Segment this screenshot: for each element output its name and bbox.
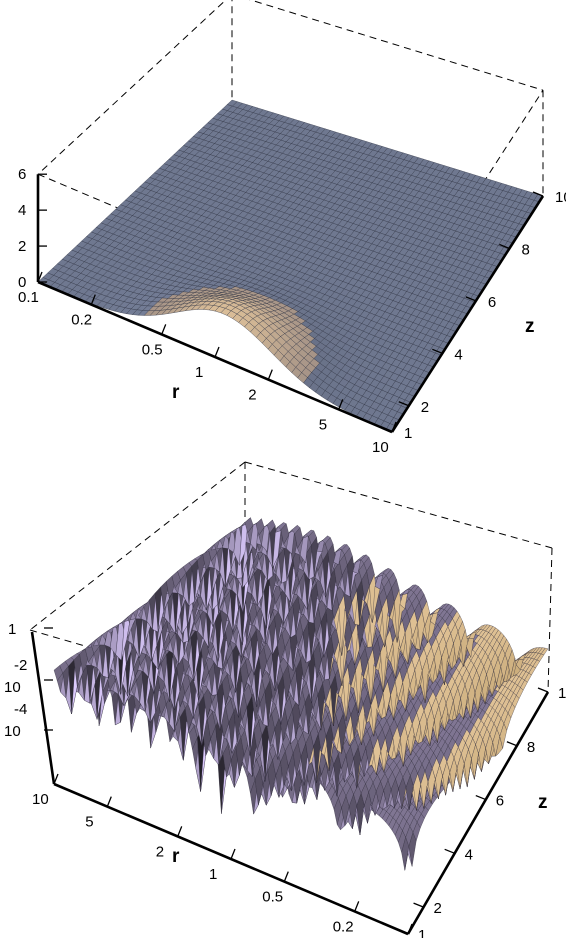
r-axis-title: r [172, 382, 180, 403]
r-tick [391, 421, 397, 433]
value-tick-label: 2 [18, 238, 26, 255]
value-tick-label: 4 [18, 202, 26, 219]
r-tick-label: 0.5 [142, 341, 163, 358]
surface-plot-top: 0.10.20.51251012468100246rz [0, 0, 566, 452]
value-tick-label: 6 [18, 166, 26, 183]
z-tick-label: 2 [421, 399, 429, 416]
z-tick [499, 243, 510, 250]
r-tick-label: 0.1 [18, 289, 39, 306]
surface-mesh-top [37, 99, 544, 433]
box-edge [391, 89, 544, 325]
z-axis [390, 195, 545, 433]
r-tick [267, 369, 273, 380]
z-tick-label: 1 [404, 425, 412, 442]
r-tick [338, 399, 344, 410]
surface-plot-top-svg: 0.10.20.51251012468100246rz [18, 0, 566, 452]
value-tick-label: 0 [18, 274, 26, 291]
z-tick-label: 8 [521, 241, 529, 258]
r-tick-label: 5 [319, 416, 327, 433]
z-tick-label: 10 [555, 189, 566, 206]
r-tick-label: 2 [248, 387, 256, 404]
box-edge [37, 0, 227, 175]
surface-mesh-bottom [53, 517, 549, 871]
z-tick [381, 427, 393, 433]
r-tick [37, 271, 43, 283]
r-tick-label: 0.2 [71, 312, 92, 329]
z-tick [432, 348, 443, 354]
r-tick [90, 294, 96, 305]
box-edge [244, 461, 553, 549]
r-tick-label: 1 [195, 364, 203, 381]
r-tick [214, 346, 220, 358]
r-tick [161, 324, 167, 335]
z-tick [532, 191, 544, 197]
r-tick-label: 10 [372, 439, 389, 452]
z-tick [465, 296, 477, 302]
box-edge [249, 0, 544, 91]
z-tick-label: 6 [488, 294, 496, 311]
box-edge [29, 461, 246, 631]
z-axis-title: z [525, 316, 535, 337]
z-tick-label: 4 [454, 346, 462, 363]
z-tick [398, 401, 410, 407]
box-edge [547, 547, 553, 693]
axes-top: 0.10.20.51251012468100246rz [18, 166, 566, 452]
